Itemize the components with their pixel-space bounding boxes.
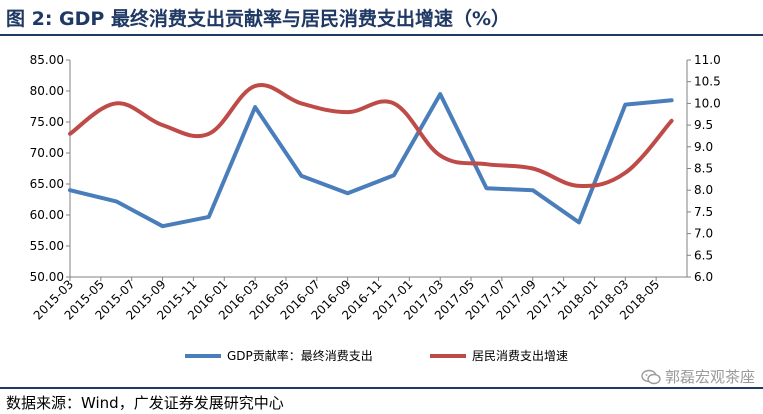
x-axis: 2015-032015-052015-072015-092015-112016-… xyxy=(31,276,687,323)
source-note: 数据来源：Wind，广发证券发展研究中心 xyxy=(6,394,284,412)
left-tick-label: 65.00 xyxy=(30,177,64,191)
right-tick-label: 9.0 xyxy=(694,140,713,154)
wechat-icon xyxy=(641,369,661,384)
left-tick-label: 80.00 xyxy=(30,84,64,98)
right-tick-label: 6.0 xyxy=(694,270,713,284)
chart-title: 图 2: GDP 最终消费支出贡献率与居民消费支出增速（%） xyxy=(6,8,510,30)
right-tick-label: 7.0 xyxy=(694,227,713,241)
legend: GDP贡献率：最终消费支出 居民消费支出增速 xyxy=(185,348,568,363)
right-tick-label: 8.5 xyxy=(694,162,713,176)
right-axis: 6.0 6.5 7.0 7.5 8.0 8.5 9.0 9.5 10.0 10.5 11.0 xyxy=(686,53,721,284)
right-tick-label: 11.0 xyxy=(694,53,721,67)
right-tick-label: 6.5 xyxy=(694,248,713,262)
left-tick-label: 50.00 xyxy=(30,270,64,284)
left-tick-label: 55.00 xyxy=(30,239,64,253)
series-line-gdp-consumption-contribution xyxy=(68,92,674,229)
watermark: 郭磊宏观茶座 xyxy=(641,366,755,387)
title-divider xyxy=(0,34,763,36)
left-tick-label: 85.00 xyxy=(30,53,64,67)
left-axis: 50.00 55.00 60.00 65.00 70.00 75.00 80.00 85.00 xyxy=(30,53,71,284)
right-tick-label: 10.0 xyxy=(694,96,721,110)
right-tick-label: 7.5 xyxy=(694,205,713,219)
legend-label: GDP贡献率：最终消费支出 xyxy=(227,348,373,363)
legend-label: 居民消费支出增速 xyxy=(472,349,568,363)
footer-divider xyxy=(0,387,763,389)
series-line-household-consumption-growth xyxy=(68,83,674,189)
right-tick-label: 9.5 xyxy=(694,118,713,132)
watermark-text: 郭磊宏观茶座 xyxy=(664,368,755,386)
right-tick-label: 10.5 xyxy=(694,75,721,89)
right-tick-label: 8.0 xyxy=(694,183,713,197)
left-tick-label: 75.00 xyxy=(30,115,64,129)
left-tick-label: 70.00 xyxy=(30,146,64,160)
left-tick-label: 60.00 xyxy=(30,208,64,222)
series-lines xyxy=(68,83,674,229)
